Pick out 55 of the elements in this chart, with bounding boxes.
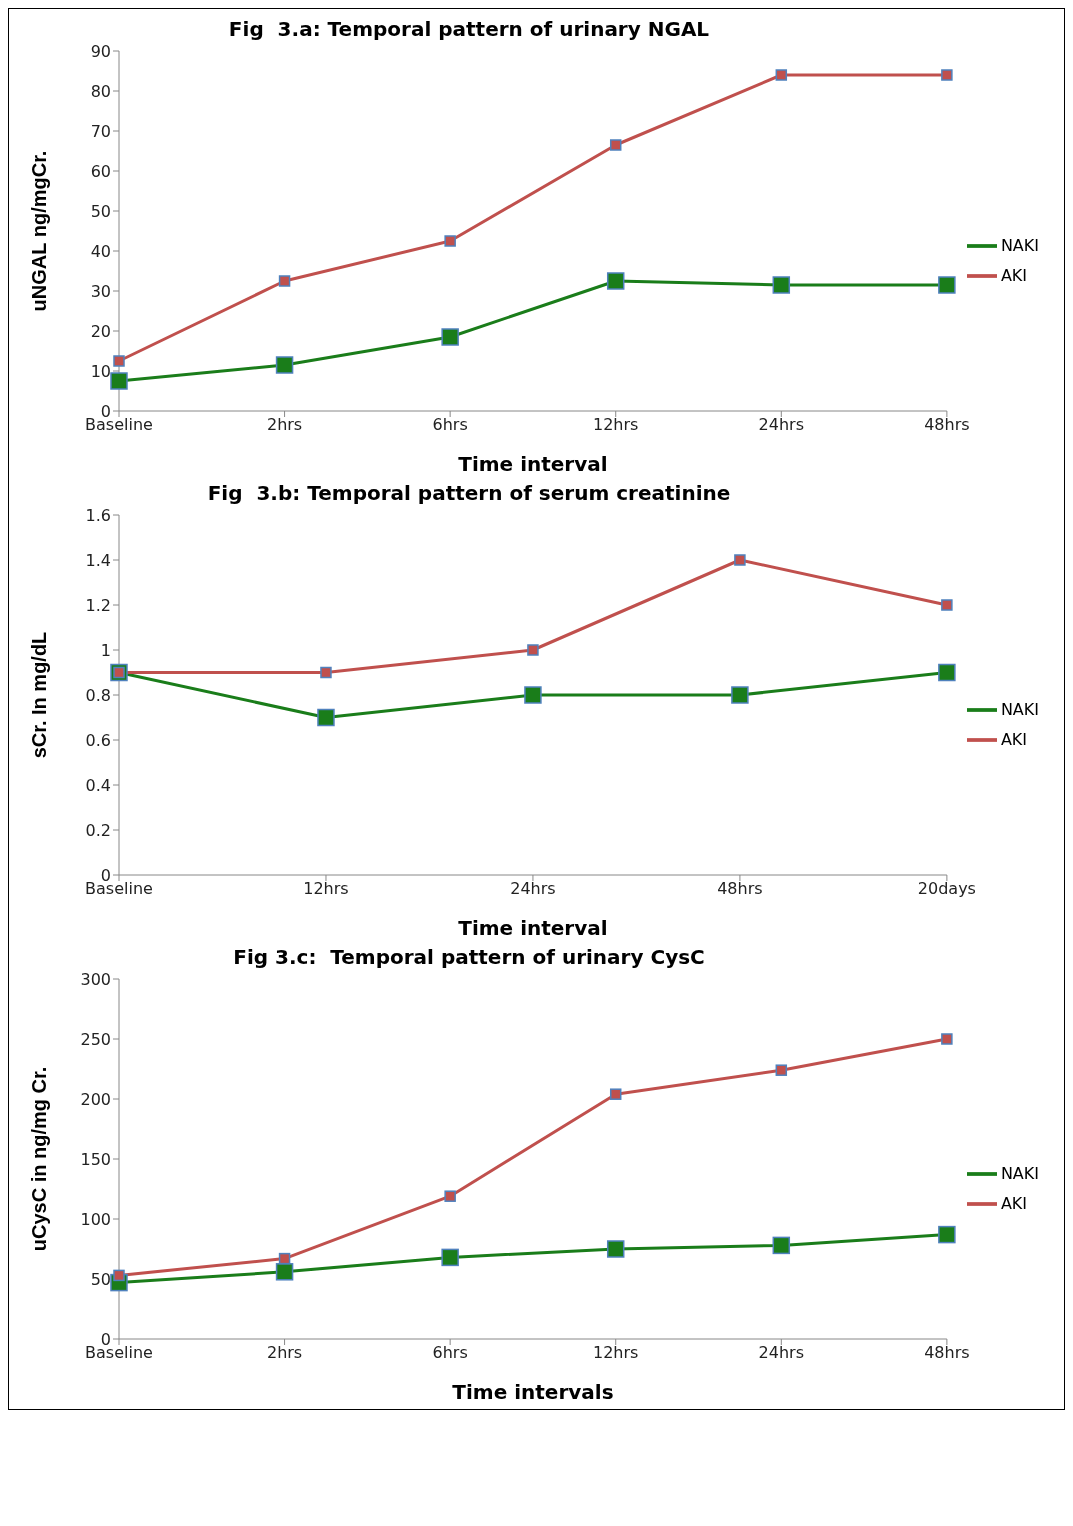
x-axis-title: Time interval [458,452,608,476]
y-tick-label: 50 [90,1269,111,1289]
y-tick-label: 70 [90,121,111,141]
y-tick-label: 60 [90,161,111,181]
x-tick-label: 12hrs [593,1343,639,1363]
y-tick-label: 40 [90,241,111,261]
y-tick-label: 50 [90,201,111,221]
x-tick-label: 20days [917,879,976,899]
y-axis-title: sCr. In mg/dL [28,631,51,759]
y-tick-label: 150 [80,1149,111,1169]
legend-label: AKI [1000,265,1028,285]
y-tick-label: 20 [90,321,111,341]
legend-label: AKI [1000,1193,1028,1213]
y-tick-label: 1.4 [85,550,111,570]
x-tick-label: 48hrs [924,1343,970,1363]
x-tick-label: 48hrs [717,879,763,899]
y-tick-label: 200 [80,1089,111,1109]
y-tick-label: 90 [90,41,111,61]
y-tick-label: 0 [100,865,111,885]
x-axis-title: Time intervals [452,1380,614,1404]
y-tick-label: 300 [80,969,111,989]
y-tick-label: 80 [90,81,111,101]
y-tick-label: 0 [100,401,111,421]
legend-label: AKI [1000,729,1028,749]
x-tick-label: 6hrs [432,415,468,435]
legend-label: NAKI [1000,699,1039,719]
x-tick-label: 12hrs [303,879,349,899]
x-tick-label: 6hrs [432,1343,468,1363]
x-tick-label: 24hrs [758,1343,805,1363]
y-tick-label: 0.8 [85,685,111,705]
y-tick-label: 0 [100,1329,111,1349]
y-tick-label: 30 [90,281,111,301]
chart-title: Fig 3.b: Temporal pattern of serum creatinine [206,481,732,505]
x-tick-label: 2hrs [266,415,303,435]
y-axis-title: uCysC in ng/mg Cr. [28,1066,51,1252]
y-tick-label: 10 [90,361,111,381]
chart-title: Fig 3.c: Temporal pattern of urinary CysC [232,945,706,969]
y-tick-label: 0.2 [85,820,111,840]
y-tick-label: 0.6 [85,730,111,750]
y-tick-label: 100 [80,1209,111,1229]
y-tick-label: 250 [80,1029,111,1049]
x-tick-label: 12hrs [593,415,639,435]
x-axis-title: Time interval [458,916,608,940]
x-tick-label: 2hrs [266,1343,303,1363]
y-tick-label: 1.6 [85,505,111,525]
legend-label: NAKI [1000,1163,1039,1183]
x-tick-label: 48hrs [924,415,970,435]
y-tick-label: 0.4 [85,775,111,795]
x-tick-label: 24hrs [510,879,556,899]
legend-label: NAKI [1000,235,1039,255]
x-tick-label: 24hrs [758,415,805,435]
chart-title: Fig 3.a: Temporal pattern of urinary NGAL [227,17,711,41]
y-tick-label: 1.2 [85,595,111,615]
y-tick-label: 1 [100,640,111,660]
y-axis-title: uNGAL ng/mgCr. [28,150,51,312]
